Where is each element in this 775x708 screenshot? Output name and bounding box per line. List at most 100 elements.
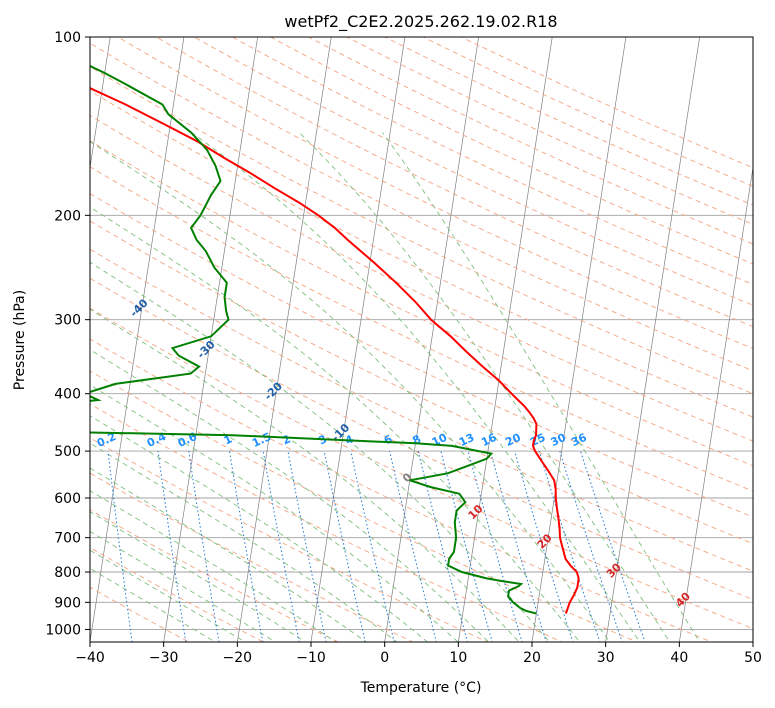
mixing-ratio-label: 36	[569, 431, 589, 449]
mixing-ratio-line	[107, 451, 133, 642]
moist-adiabat-line	[191, 132, 641, 642]
dry-adiabat-line	[269, 37, 753, 265]
x-tick-label: −30	[149, 650, 179, 666]
dry-adiabat-line	[117, 37, 753, 349]
axes: −40 −30 −20 −10 0 10 20 30 40 5010009008007006005…	[45, 30, 762, 666]
moist-adiabat-line	[90, 349, 490, 642]
warm-isotherm-label: 40	[673, 590, 693, 610]
y-tick-label: 700	[54, 531, 81, 547]
dry-adiabat-line	[90, 586, 190, 642]
x-tick-label: 20	[523, 650, 541, 666]
mixing-ratio-label: 16	[479, 431, 499, 449]
dry-adiabat-line	[90, 220, 753, 545]
isotherm-line	[90, 37, 111, 170]
y-tick-label: 200	[54, 208, 81, 224]
warm-isotherm-label: 20	[535, 531, 555, 551]
y-tick-label: 100	[54, 30, 81, 46]
mixing-ratio-label: 30	[549, 431, 569, 449]
dry-adiabat-line	[90, 509, 340, 642]
mixing-ratio-line	[350, 450, 395, 642]
moist-adiabat-line	[90, 206, 581, 642]
x-tick-label: 50	[744, 650, 762, 666]
mixing-ratio-label: 25	[528, 431, 547, 449]
dry-adiabat-line	[90, 248, 753, 572]
dry-adiabat-line	[90, 437, 489, 642]
x-tick-label: 30	[597, 650, 615, 666]
dry-adiabat-line	[90, 472, 414, 642]
mixing-ratio-line	[389, 450, 437, 642]
warm-isotherm-label: 10	[466, 502, 486, 522]
mixing-ratio-line	[514, 450, 574, 642]
mixing-ratio-label: 13	[457, 431, 476, 449]
dry-adiabat-line	[90, 140, 753, 467]
moist-adiabat-line	[90, 261, 551, 642]
moist-adiabat-line	[298, 132, 671, 642]
mixing-ratio-line	[417, 450, 469, 642]
dry-adiabat-line	[90, 114, 753, 442]
mixing-ratio-line	[323, 451, 366, 642]
temperature-profile-line	[90, 86, 580, 614]
chart-title: wetPf2_C2E2.2025.262.19.02.R18	[284, 12, 557, 32]
y-tick-label: 400	[54, 387, 81, 403]
dry-adiabat-line	[422, 37, 753, 187]
x-tick-label: −40	[75, 650, 105, 666]
isotherm-label: -40	[127, 296, 150, 319]
isotherm-label: -50	[60, 255, 83, 278]
dry-adiabat-line	[90, 166, 753, 492]
mixing-ratio-line	[229, 451, 264, 642]
moist-adiabat-line	[90, 308, 520, 642]
dewpoint-profile-line	[90, 64, 537, 615]
isotherm-line	[679, 165, 753, 642]
moist-adiabat-line	[90, 415, 429, 642]
x-axis-label: Temperature (°C)	[360, 680, 482, 696]
dry-adiabat-line	[90, 66, 753, 395]
mixing-ratio-line	[467, 450, 523, 642]
dry-adiabat-line	[193, 37, 753, 306]
mixing-ratio-line	[262, 451, 300, 642]
dry-adiabat-line	[231, 37, 753, 285]
y-tick-label: 800	[54, 565, 81, 581]
isotherm-line	[605, 37, 701, 642]
mixing-ratio-label: 20	[503, 431, 523, 449]
warm-isotherm-label: 30	[604, 560, 624, 580]
isotherm-line	[310, 37, 406, 642]
moist-adiabat-line	[90, 511, 307, 642]
isotherm-line	[163, 37, 259, 642]
moist-adiabat-line	[90, 490, 337, 642]
x-tick-label: 0	[380, 650, 389, 666]
mixing-ratio-line	[489, 450, 547, 642]
mixing-ratio-label: 0.6	[176, 430, 199, 450]
y-tick-label: 900	[54, 595, 81, 611]
mixing-ratio-line	[287, 451, 327, 642]
mixing-ratio-label: 8	[411, 432, 423, 447]
dry-adiabat-line	[90, 90, 753, 418]
x-tick-label: −20	[223, 650, 253, 666]
y-tick-label: 600	[54, 491, 81, 507]
isotherm-line	[531, 37, 627, 642]
dry-adiabat-line	[90, 277, 753, 601]
moist-adiabat-line	[90, 384, 459, 642]
isotherm-label: -60	[0, 213, 16, 236]
dry-adiabat-line	[90, 547, 265, 642]
isotherm-line	[384, 37, 480, 642]
y-tick-label: 300	[54, 313, 81, 329]
zero-isotherm-label: 0	[400, 470, 415, 485]
isotherm-label: -20	[262, 379, 285, 402]
moist-adiabat-line	[382, 132, 701, 642]
mixing-ratio-line	[157, 451, 187, 642]
moist-adiabat-line	[90, 141, 611, 642]
y-tick-label: 500	[54, 444, 81, 460]
x-tick-label: 40	[670, 650, 688, 666]
y-axis-label: Pressure (hPa)	[12, 290, 28, 390]
x-tick-label: 10	[449, 650, 467, 666]
mixing-ratio-line	[440, 450, 493, 642]
isotherm-line	[237, 37, 332, 642]
moist-adiabat-line	[90, 467, 368, 642]
isotherm-line	[458, 37, 553, 642]
line-labels: 0.10.20.40.611.52346810131620253036-100-…	[0, 213, 693, 610]
dry-adiabat-line	[345, 37, 753, 225]
plot-frame	[89, 36, 754, 643]
sounding-series	[90, 64, 580, 615]
background-lines	[90, 37, 753, 642]
